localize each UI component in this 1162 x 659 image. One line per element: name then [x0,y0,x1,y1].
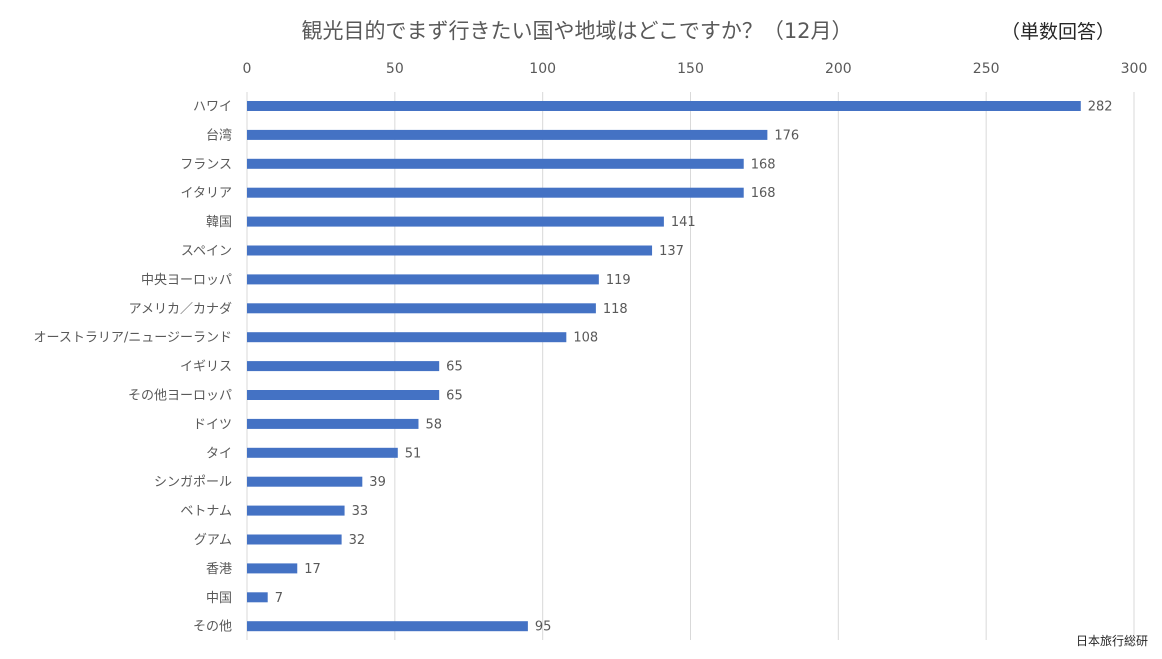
data-label: 58 [425,417,442,432]
data-label: 95 [535,620,552,635]
category-label: フランス [180,157,232,172]
category-label: その他 [193,620,232,635]
data-label: 7 [275,591,283,606]
x-tick-label: 200 [825,61,852,77]
unit-label: （単数回答） [1001,21,1115,43]
x-tick-label: 50 [386,61,404,77]
data-label: 39 [369,475,386,490]
category-label: 中国 [206,591,232,606]
category-label: 台湾 [206,127,232,143]
bar [247,332,567,343]
bar [247,621,528,632]
bar [247,505,345,516]
data-label: 137 [659,244,684,259]
category-label: イタリア [181,186,232,201]
category-label: ベトナム [180,504,232,519]
data-label: 119 [606,273,631,288]
category-label: 中央ヨーロッパ [141,273,232,288]
bar [247,361,440,372]
data-label: 168 [751,157,776,172]
data-label: 118 [603,302,628,317]
data-label: 33 [352,504,369,519]
bar [247,390,440,400]
bar [247,447,398,458]
data-label: 17 [304,562,321,577]
x-tick-label: 150 [677,61,704,77]
bar [247,303,596,314]
category-labels: ハワイ台湾フランスイタリア韓国スペイン中央ヨーロッパアメリカ／カナダオーストラリ… [34,100,232,635]
data-label: 65 [446,389,463,404]
x-tick-label: 0 [243,61,252,77]
data-label: 51 [405,446,422,461]
bar [247,216,664,227]
x-tick-label: 250 [973,61,1000,77]
category-label: オーストラリア/ニュージーランド [34,331,232,346]
chart-title: 観光目的でまず行きたい国や地域はどこですか？（12月） [301,19,852,43]
category-label: アメリカ／カナダ [129,302,232,317]
category-label: 香港 [206,562,232,577]
x-tick-label: 100 [529,61,556,77]
data-label: 108 [573,331,598,346]
bar [247,187,744,198]
source-label: 日本旅行総研 [1076,634,1148,648]
gridlines [246,92,1135,640]
data-label: 65 [446,360,463,375]
category-label: シンガポール [154,475,232,490]
bar [247,101,1081,111]
data-label: 282 [1088,100,1113,115]
bar [247,274,599,285]
category-label: ハワイ [193,100,232,115]
category-label: その他ヨーロッパ [128,389,232,404]
data-label: 141 [671,215,696,230]
x-axis-ticks: 0 50 100 150 200 250 300 [243,61,1148,77]
category-label: イギリス [180,360,232,375]
bar [247,158,744,169]
category-label: グアム [194,533,232,548]
category-label: 韓国 [206,215,232,230]
bar [247,245,653,256]
bar [247,129,768,140]
x-tick-label: 300 [1121,61,1148,77]
bar [247,592,268,603]
bar [247,476,363,487]
bar [247,418,419,429]
category-label: スペイン [181,244,232,259]
data-label: 32 [349,533,366,548]
bars [247,101,1081,632]
bar [247,563,298,574]
bar [247,534,342,545]
data-label: 168 [751,186,776,201]
data-label: 176 [774,128,799,143]
category-label: タイ [206,446,232,461]
category-label: ドイツ [193,417,232,432]
